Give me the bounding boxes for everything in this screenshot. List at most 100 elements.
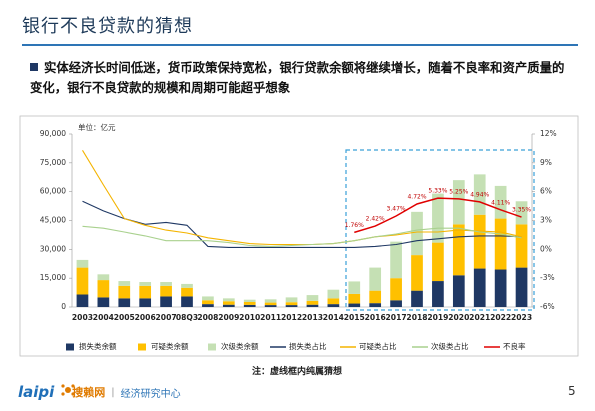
x-tick-label: 2022 [490,313,511,322]
x-tick-label: 2018 [406,313,427,322]
x-tick-label: 2013 [302,313,323,322]
x-tick-label: 2009 [218,313,239,322]
bar [494,218,507,270]
slide-title: 银行不良贷款的猜想 [22,16,193,37]
bar [348,303,361,307]
bar [452,224,465,276]
bar [432,281,444,307]
bar [97,280,110,298]
x-tick-label: 2016 [365,313,386,322]
y-tick-label: 0 [61,302,66,311]
bar [222,301,235,305]
bar [264,299,277,303]
x-tick-label: 08Q3 [176,313,198,322]
bar [202,300,214,305]
guess-box [345,149,535,311]
bar [432,242,444,282]
dept: 经济研究中心 [120,388,181,400]
bar [285,302,298,306]
bullet: 实体经济长时间低迷，货币政策保持宽松，银行贷款余额将继续增长，随着不良率和资产质… [30,58,565,98]
bar [76,267,89,295]
line [82,200,522,248]
bar [327,289,340,299]
brand: 搜赖网 [72,386,106,399]
data-label: 3.47% [387,205,406,212]
bar [160,296,172,307]
separator: | [111,386,115,398]
bar [202,296,214,301]
bar [181,296,193,307]
x-tick-label: 2006 [135,313,156,322]
legend-label: 次级类余额 [221,341,259,351]
x-tick-label: 2014 [323,313,344,322]
bar [390,278,402,301]
bar [243,299,256,303]
x-tick-label: 2003 [72,313,93,322]
bar [118,298,131,307]
bar [76,294,89,307]
y2-tick-label: 0% [540,244,552,253]
data-label: 5.25% [449,188,468,195]
bar [181,283,193,288]
legend-swatch [66,343,74,351]
x-tick-label: 2011 [260,313,281,322]
legend-label: 次级类占比 [431,341,469,351]
legend-label: 损失类占比 [289,341,327,351]
legend-swatch [138,343,146,351]
x-tick-label: 2019 [427,313,448,322]
bar [306,300,319,305]
bar [222,304,235,307]
bar [264,302,277,306]
data-label: 4.72% [407,193,426,200]
bar [306,295,319,301]
footer: laipi 搜赖网 | 经济研究中心 [18,383,181,401]
bar [515,201,528,225]
y-tick-label: 30,000 [40,244,66,253]
bar [390,300,402,307]
bar [327,298,340,305]
y-tick-label: 75,000 [40,158,66,167]
bar [243,302,256,305]
title-rule [22,44,578,46]
bar [243,304,256,307]
x-tick-label: 2012 [281,313,302,322]
x-tick-label: 2008 [197,313,218,322]
bar [390,241,402,279]
y2-tick-label: 3% [540,216,552,225]
x-tick-label: 2020 [448,313,469,322]
x-tick-label: 2023 [511,313,532,322]
x-tick-label: 2007 [156,313,177,322]
x-tick-label: 2004 [93,313,114,322]
x-tick-label: 2017 [386,313,407,322]
bar [494,269,507,307]
bar [369,267,382,291]
y-tick-label: 90,000 [40,129,66,138]
bullet-text: 实体经济长时间低迷，货币政策保持宽松，银行贷款余额将继续增长，随着不良率和资产质… [30,60,565,95]
bar [285,297,298,303]
legend-label: 不良率 [503,341,526,351]
bar [452,180,465,225]
bar [411,255,423,291]
bar [348,293,361,304]
y2-tick-label: -3% [540,273,555,282]
bar [160,285,172,297]
bar [473,174,486,215]
data-label: 3.35% [512,207,531,214]
bar [473,214,486,269]
logo-icon [61,384,75,396]
bar [452,275,465,307]
bar [369,303,382,307]
bar [76,259,89,268]
x-tick-label: 2010 [239,313,260,322]
x-tick-label: 2005 [114,313,135,322]
y2-tick-label: -6% [540,302,555,311]
legend-label: 可疑类占比 [359,341,397,351]
bar [473,268,486,307]
bar [139,282,152,286]
bar [494,185,507,219]
data-label: 2.42% [366,216,385,223]
x-tick-label: 2015 [344,313,365,322]
bar [202,304,214,307]
bar [97,274,110,281]
